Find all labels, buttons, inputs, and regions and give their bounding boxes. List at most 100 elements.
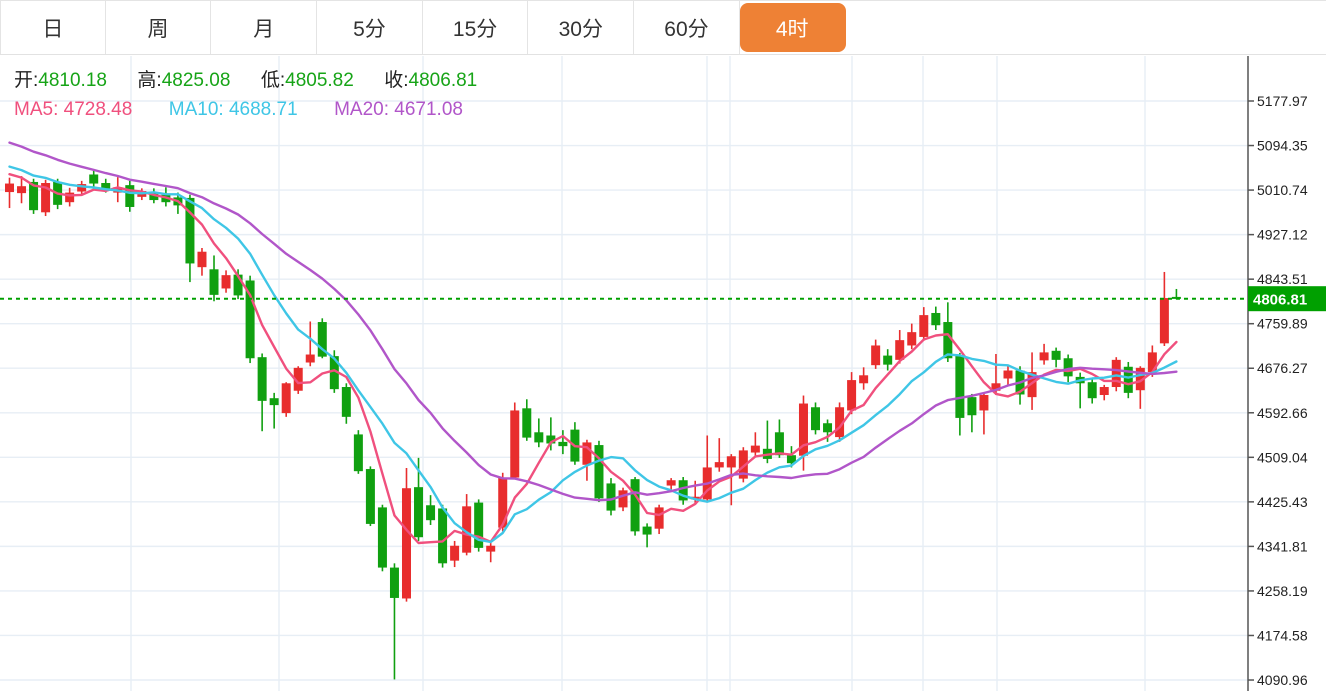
y-axis-label: 4341.81 — [1257, 538, 1308, 554]
candle — [847, 372, 857, 415]
low-readout: 低:4805.82 — [261, 70, 354, 91]
y-axis-label: 4676.27 — [1257, 360, 1308, 376]
candle — [871, 339, 881, 369]
candle — [510, 402, 520, 480]
tab-week[interactable]: 周 — [105, 1, 212, 54]
svg-text:4806.81: 4806.81 — [1253, 292, 1307, 309]
candle — [786, 446, 796, 468]
candle — [811, 402, 821, 435]
candle — [678, 477, 688, 505]
candle — [594, 440, 604, 503]
candle — [209, 255, 219, 302]
candle — [401, 467, 411, 602]
ma-legend-row: MA5: 4728.48 MA10: 4688.71 MA20: 4671.08 — [14, 95, 503, 124]
tab-15min[interactable]: 15分 — [422, 1, 529, 54]
candle — [798, 395, 808, 471]
tab-4hour[interactable]: 4时 — [739, 3, 846, 52]
candle — [197, 247, 207, 276]
period-tab-bar: 日周月 5分 15分 30分 60分 4时 — [0, 0, 1326, 55]
candle — [606, 478, 616, 516]
ma10-line — [8, 165, 1178, 544]
tab-5min[interactable]: 5分 — [317, 1, 423, 54]
candle — [835, 402, 845, 442]
candle — [365, 466, 375, 527]
tab-30min[interactable]: 30分 — [528, 1, 635, 54]
high-value: 4825.08 — [161, 70, 231, 91]
tab-60min[interactable]: 60分 — [634, 1, 740, 54]
close-value: 4806.81 — [408, 70, 478, 91]
tab-month[interactable]: 月 — [211, 1, 318, 54]
candle — [125, 180, 135, 212]
high-label: 高: — [137, 70, 162, 91]
y-axis-label: 4927.12 — [1257, 227, 1308, 243]
candle — [185, 194, 195, 283]
candle — [269, 392, 279, 429]
candles-group — [5, 169, 1181, 680]
high-readout: 高:4825.08 — [137, 70, 230, 91]
candle — [377, 504, 387, 572]
candle — [65, 187, 75, 207]
candle — [305, 321, 315, 367]
tab-day[interactable]: 日 — [0, 1, 106, 54]
candle — [907, 323, 917, 350]
price-axis: 5177.97 5094.35 5010.74 4927.12 4843.51 4759.… — [1247, 56, 1308, 691]
candle — [89, 169, 99, 190]
candle — [895, 330, 905, 364]
candle — [642, 523, 652, 548]
y-axis-label: 4509.04 — [1257, 449, 1308, 465]
y-axis-label: 4843.51 — [1257, 271, 1308, 287]
candle — [426, 495, 436, 525]
candle — [967, 393, 977, 433]
open-label: 开: — [14, 70, 39, 91]
close-readout: 收:4806.81 — [384, 70, 477, 91]
low-value: 4805.82 — [285, 70, 354, 91]
candle — [17, 176, 27, 204]
candle — [1123, 361, 1133, 399]
candle — [450, 540, 460, 568]
ma10-legend: MA10: 4688.71 — [168, 99, 298, 120]
candle — [1171, 288, 1181, 300]
candle — [317, 318, 327, 359]
y-axis-label: 4425.43 — [1257, 494, 1308, 510]
candle — [750, 432, 760, 457]
candle — [293, 366, 303, 394]
ma5-legend: MA5: 4728.48 — [14, 99, 133, 120]
candle — [955, 352, 965, 436]
candle — [558, 430, 568, 455]
y-axis-label: 4258.19 — [1257, 583, 1308, 599]
candle — [1003, 366, 1013, 385]
candle — [1087, 379, 1097, 404]
candle — [438, 504, 448, 568]
candle — [714, 438, 724, 472]
ma20-legend: MA20: 4671.08 — [334, 99, 463, 120]
candle — [1051, 347, 1061, 368]
candle — [1075, 372, 1085, 409]
candle — [654, 504, 664, 535]
candle — [979, 392, 989, 435]
candle — [546, 417, 556, 451]
candle — [522, 399, 532, 441]
candle — [1027, 352, 1037, 410]
candle — [77, 180, 87, 196]
candle — [353, 430, 363, 474]
candle — [221, 270, 231, 293]
candle — [883, 349, 893, 371]
ohlc-legend-row: 开:4810.18 高:4825.08 低:4805.82 收:4806.81 — [14, 66, 503, 95]
candle — [762, 420, 772, 464]
candle — [991, 353, 1001, 396]
candle — [233, 269, 243, 300]
y-axis-label: 5094.35 — [1257, 138, 1308, 154]
candle — [943, 302, 953, 362]
candle — [462, 494, 472, 556]
candle — [257, 353, 267, 432]
y-axis-label: 4090.96 — [1257, 672, 1308, 688]
candle — [341, 383, 351, 424]
candle — [1039, 343, 1049, 365]
candle — [1159, 271, 1169, 347]
candle — [389, 563, 399, 680]
candle — [726, 454, 736, 506]
y-axis-label: 4759.89 — [1257, 316, 1308, 332]
close-label: 收: — [384, 70, 409, 91]
